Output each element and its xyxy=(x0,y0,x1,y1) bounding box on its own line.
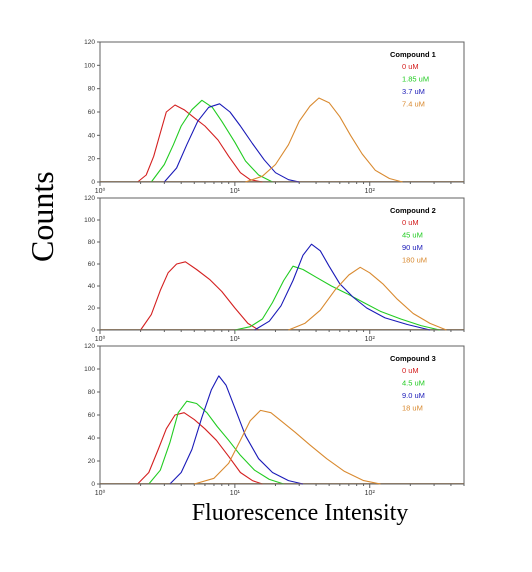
legend-entry: 180 uM xyxy=(402,256,427,265)
x-axis-label: Fluorescence Intensity xyxy=(191,500,409,526)
series-line-4 xyxy=(288,266,447,331)
x-tick-label: 10⁰ xyxy=(95,187,106,195)
y-tick-label: 40 xyxy=(88,435,96,442)
plot-frame xyxy=(99,41,465,183)
y-tick-label: 120 xyxy=(84,39,95,46)
x-tick-label: 10² xyxy=(365,336,376,343)
y-tick-label: 60 xyxy=(88,261,96,268)
y-tick-label: 60 xyxy=(88,109,96,116)
y-tick-label: 100 xyxy=(84,366,95,373)
x-tick-label: 10² xyxy=(365,188,376,195)
plot-frame xyxy=(99,345,465,485)
series-line-1 xyxy=(137,412,263,485)
legend-entry: 4.5 uM xyxy=(402,379,425,388)
y-tick-label: 80 xyxy=(88,239,96,246)
legend-entry: 90 uM xyxy=(402,243,423,252)
legend-entry: 18 uM xyxy=(402,404,423,413)
y-tick-label: 0 xyxy=(91,179,95,186)
series-line-2 xyxy=(148,400,284,485)
y-tick-label: 0 xyxy=(91,327,95,334)
y-tick-label: 0 xyxy=(91,481,95,488)
series-line-4 xyxy=(194,409,381,485)
series-line-1 xyxy=(140,261,259,331)
x-tick-label: 10² xyxy=(365,490,376,497)
y-tick-label: 40 xyxy=(88,283,96,290)
y-tick-label: 80 xyxy=(88,86,96,93)
legend-entry: 9.0 uM xyxy=(402,391,425,400)
legend-title: Compound 3 xyxy=(390,354,436,363)
legend-entry: 0 uM xyxy=(402,62,419,71)
series-line-2 xyxy=(150,99,273,183)
y-tick-label: 40 xyxy=(88,132,96,139)
series-line-3 xyxy=(169,375,304,485)
legend-entry: 7.4 uM xyxy=(402,100,425,109)
series-line-3 xyxy=(163,103,300,183)
y-tick-label: 20 xyxy=(88,305,96,312)
y-tick-label: 120 xyxy=(84,195,95,202)
y-tick-label: 100 xyxy=(84,217,95,224)
x-tick-label: 10¹ xyxy=(230,188,241,195)
series-line-2 xyxy=(234,265,440,331)
series-line-3 xyxy=(254,243,431,331)
chart-panel-2: 0 20 40 60 80 100 120 10⁰ 10¹ 10² Compound 2 0 uM 45… xyxy=(84,195,465,343)
legend-entry: 3.7 uM xyxy=(402,87,425,96)
y-tick-label: 20 xyxy=(88,458,96,465)
legend-title: Compound 2 xyxy=(390,206,436,215)
chart-panel-3: 0 20 40 60 80 100 120 10⁰ 10¹ 10² Compound 3 0 uM 4.… xyxy=(84,343,465,497)
y-tick-label: 100 xyxy=(84,62,95,69)
y-tick-label: 20 xyxy=(88,156,96,163)
plot-frame xyxy=(99,197,465,331)
y-tick-label: 80 xyxy=(88,389,96,396)
legend-entry: 0 uM xyxy=(402,366,419,375)
y-tick-label: 120 xyxy=(84,343,95,350)
y-tick-label: 60 xyxy=(88,412,96,419)
chart-panel-1: 0 20 40 60 80 100 120 10⁰ 10¹ 10² Compound 1 0 uM 1.… xyxy=(84,39,465,195)
y-axis-label: Counts xyxy=(24,171,60,262)
x-tick-label: 10¹ xyxy=(230,490,241,497)
x-tick-label: 10¹ xyxy=(230,336,241,343)
x-tick-label: 10⁰ xyxy=(95,335,106,343)
x-tick-label: 10⁰ xyxy=(95,489,106,497)
legend-entry: 0 uM xyxy=(402,218,419,227)
series-line-4 xyxy=(245,97,403,183)
legend-entry: 45 uM xyxy=(402,231,423,240)
legend-title: Compound 1 xyxy=(390,50,436,59)
legend-entry: 1.85 uM xyxy=(402,75,429,84)
